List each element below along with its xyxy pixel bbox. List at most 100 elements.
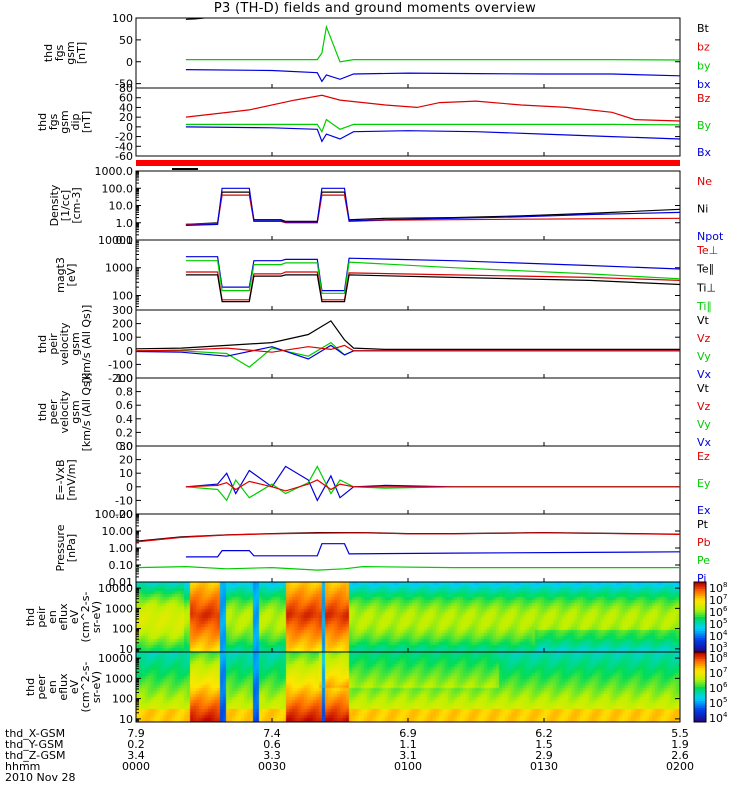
colorbar-cell [694,689,706,693]
colorbar-cell [694,612,706,616]
y-axis-label: eflux [57,603,70,631]
y-tick-label: 80 [119,82,133,95]
y-tick-label: 100.0 [102,182,134,195]
legend-label: Ez [697,450,710,463]
y-axis-label: eV [68,679,81,694]
colorbar-cell [694,624,706,627]
panel-frame [135,309,681,379]
y-tick-label: 10000 [98,652,133,665]
y-axis-label: en [46,680,59,694]
y-axis-label: E=-VxB [54,459,67,500]
y-axis-label: magt3 [54,257,67,293]
series-line-by [185,24,680,63]
colorbar-cell [694,635,706,639]
ephemeris-value: 0200 [666,760,694,773]
colorbar-cell [694,619,706,623]
y-tick-label: 30 [119,440,133,453]
y-tick-label: -100 [108,358,133,371]
legend-label: Pb [697,536,711,549]
colorbar-cell [694,696,706,700]
series-line-Ex [185,465,680,502]
y-axis-label: thd [36,335,49,353]
y-tick-label: 1000 [105,602,133,615]
y-tick-label: 60 [119,92,133,105]
ephemeris-value: 6.2 [535,727,553,740]
y-tick-label: 0 [126,345,133,358]
y-tick-label: 20 [119,454,133,467]
y-tick-label: 1000.0 [95,165,134,178]
y-tick-label: 1.00 [109,542,134,555]
y-tick-label: 0.01 [109,576,134,589]
colorbar-cell [694,640,706,644]
y-axis-label: velocity [58,390,71,433]
series-line-Ti∥ [185,260,680,294]
y-tick-label: 100 [112,331,133,344]
y-axis-label: fgs [53,44,66,61]
y-axis-label: dip [69,113,82,130]
colorbar-cell [694,631,706,634]
colorbar-cell [694,703,706,707]
colorbar-cell [694,600,706,604]
series-line-Ey [185,465,680,502]
colorbar-cell [694,591,706,595]
colorbar-cell [694,680,706,683]
y-tick-label: 100 [112,623,133,636]
y-tick-label: 40 [119,101,133,114]
series-line-Te⊥ [185,271,680,301]
legend-label: Vz [697,400,711,413]
y-tick-label: -20 [115,131,133,144]
y-axis-label: eV [68,609,81,624]
colorbar-cell [694,717,706,721]
y-axis-label: (cm^2-s- [79,592,92,643]
colorbar-cell [694,684,706,688]
colorbar-label: 107 [709,666,727,680]
y-tick-label: 50 [119,34,133,47]
y-tick-label: 10000 [98,234,133,247]
y-tick-label: 10 [119,713,133,726]
y-tick-label: -20 [115,508,133,521]
y-axis-label: gsm [69,332,82,355]
panel-frame [135,17,681,89]
colorbar-cell [694,610,706,613]
panel-frame [135,445,681,515]
legend-label: Pt [697,518,709,531]
ephemeris-label-z: thd_Z-GSM [5,749,66,762]
series-line-Npot [185,187,680,226]
colorbar-cell [694,638,706,641]
ephemeris-value: 1.9 [671,738,689,751]
colorbar-label: 106 [709,605,728,619]
y-axis-label: peir [35,606,48,628]
y-tick-label: 10.0 [109,200,134,213]
colorbar-cell [694,586,706,590]
series-line-Pi [185,543,680,558]
series-line-bx [185,69,680,83]
y-tick-label: 1000 [105,262,133,275]
colorbar-cell [694,603,706,606]
ephemeris-value: 7.4 [263,727,281,740]
legend-label: Ex [697,504,711,517]
y-axis-label: peer [47,399,60,425]
legend-label: Npot [697,230,724,243]
legend-label: Ne [697,175,712,188]
y-axis-label: velocity [58,322,71,365]
y-tick-label: 0.1 [116,234,134,247]
colorbar-cell [694,659,706,662]
colorbar-cell [694,617,706,620]
panel-density: 1000.0 100.0 10.0 1.0 0.1 Density[1/cc][cm-3]… [48,165,724,247]
ephemeris-value: 7.9 [127,727,145,740]
y-axis-label: thd [36,403,49,421]
ephemeris-value: 0.2 [127,738,145,751]
colorbar-cell [694,633,706,637]
legend-label: Vy [697,418,711,431]
y-tick-label: 0 [126,121,133,134]
colorbar-cell [694,712,706,716]
colorbar-cell [694,682,706,686]
ephemeris-value: 3.4 [127,749,145,762]
colorbar-cell [694,719,706,723]
colorbar-cell [694,614,706,618]
y-tick-label: 1.0 [116,217,134,230]
